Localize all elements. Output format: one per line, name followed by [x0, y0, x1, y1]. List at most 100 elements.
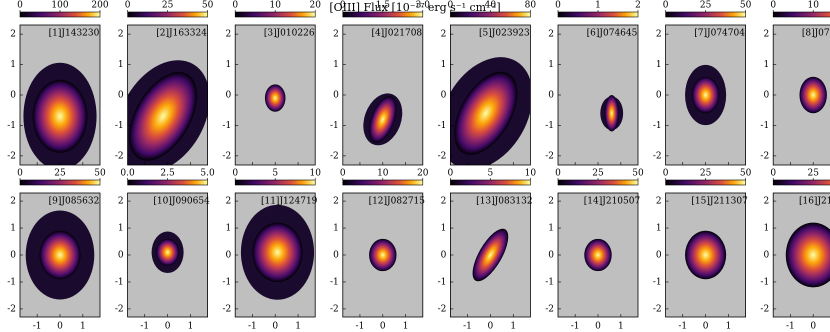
colorbar-tick-label: 20 [417, 169, 429, 179]
panel: 0 25 50 [14]J210507 -2 -1 0 1 2 -1 0 1 [545, 169, 644, 332]
colorbar-tick-label: 3.0 [416, 1, 431, 11]
panel-label: [2]J163324 [156, 29, 207, 39]
emission [454, 71, 518, 155]
y-tick-label: -2 [653, 151, 662, 161]
image [600, 95, 624, 132]
panel: 0 25 50 [15]J211307 -2 -1 0 1 2 -1 0 1 [653, 169, 752, 332]
image [785, 222, 830, 288]
panel-label: [11]J124719 [261, 197, 318, 207]
x-tick-label: 1 [80, 322, 86, 332]
colorbar-tick-label: 0 [663, 169, 669, 179]
emission [785, 222, 830, 288]
colorbar [342, 11, 424, 18]
y-tick-label: -1 [653, 121, 662, 131]
colorbar [234, 11, 316, 18]
emission [584, 238, 612, 272]
colorbar-tick-label: 40 [485, 1, 497, 11]
colorbar-tick-label: 5 [488, 169, 494, 179]
x-tick-label: 1 [510, 322, 516, 332]
panel-label: [1]J143230 [49, 29, 100, 39]
colorbar [342, 179, 424, 186]
colorbar-tick-label: 0 [232, 1, 238, 11]
y-tick-label: -1 [438, 121, 447, 131]
y-tick-label: -2 [545, 304, 554, 314]
x-tick-label: -1 [33, 322, 42, 332]
y-tick-label: -1 [330, 277, 339, 287]
emission [685, 230, 727, 280]
colorbar-tick-label: 1.5 [376, 1, 391, 11]
panel: 0 10 20 [12]J082715 -2 -1 0 1 2 -1 0 1 [330, 169, 429, 332]
y-tick-label: 0 [333, 251, 339, 261]
emission [472, 228, 509, 282]
image [799, 76, 827, 114]
y-tick-label: 0 [656, 251, 662, 261]
colorbar [450, 11, 531, 18]
emission [369, 238, 397, 272]
colorbar-tick-label: 80 [525, 1, 537, 11]
y-tick-label: 1 [333, 224, 339, 234]
y-tick-label: -2 [115, 151, 124, 161]
y-tick-label: 1 [548, 224, 554, 234]
colorbar-tick-label: 5.0 [200, 169, 215, 179]
panel-label: [10]J090654 [153, 197, 210, 207]
image [23, 62, 97, 165]
panel-label: [4]J021708 [371, 29, 422, 39]
image-background [558, 25, 638, 165]
colorbar-tick-label: 0 [17, 169, 23, 179]
y-tick-label: 0 [225, 91, 231, 101]
x-tick-label: 0 [57, 322, 63, 332]
panel: 0 100 200 [1]J143230 -2 -1 0 1 2 [7, 1, 109, 166]
y-tick-label: -2 [7, 304, 16, 314]
image [127, 60, 208, 165]
y-tick-label: -1 [760, 277, 769, 287]
colorbar-tick-label: 2.5 [160, 169, 175, 179]
y-tick-label: 0 [763, 91, 769, 101]
y-tick-label: 1 [763, 224, 769, 234]
y-tick-label: -2 [653, 304, 662, 314]
x-tick-label: 0 [703, 322, 709, 332]
y-tick-label: 0 [656, 91, 662, 101]
y-tick-label: 0 [548, 91, 554, 101]
panel-label: [8]J075620 [802, 29, 830, 39]
emission [799, 76, 827, 114]
colorbar-tick-label: 25 [700, 169, 712, 179]
figure-title: [OIII] Flux [10⁻¹⁷ erg s⁻¹ cm⁻²] [329, 1, 500, 14]
y-tick-label: 2 [10, 30, 16, 40]
panel: 0.0 2.5 5.0 [10]J090654 -2 -1 0 1 2 -1 0 1 [115, 169, 215, 332]
colorbar-tick-label: 0 [340, 1, 346, 11]
y-tick-label: -1 [330, 121, 339, 131]
y-tick-label: 1 [118, 60, 124, 70]
y-tick-label: 1 [441, 60, 447, 70]
colorbar [557, 179, 639, 186]
y-tick-label: 0 [441, 91, 447, 101]
x-tick-label: 1 [618, 322, 624, 332]
panel-label: [14]J210507 [584, 197, 641, 207]
image [369, 238, 397, 272]
colorbar-tick-label: 0 [663, 1, 669, 11]
colorbar-tick-label: 10 [269, 1, 281, 11]
colorbar-tick-label: 50 [740, 169, 752, 179]
y-tick-label: -1 [222, 277, 231, 287]
y-tick-label: -2 [438, 151, 447, 161]
x-tick-label: 0 [380, 322, 386, 332]
y-tick-label: 2 [548, 197, 554, 207]
y-tick-label: 0 [10, 91, 16, 101]
y-tick-label: 2 [763, 30, 769, 40]
x-tick-label: -1 [140, 322, 149, 332]
emission [604, 95, 619, 132]
y-tick-label: 2 [225, 197, 231, 207]
y-tick-label: 1 [548, 60, 554, 70]
colorbar-tick-label: 50 [202, 1, 214, 11]
y-tick-label: 1 [225, 224, 231, 234]
y-tick-label: 2 [225, 30, 231, 40]
x-tick-label: -1 [786, 322, 795, 332]
y-tick-label: -1 [653, 277, 662, 287]
colorbar-tick-label: 0 [232, 169, 238, 179]
x-tick-label: 0 [272, 322, 278, 332]
y-tick-label: 0 [10, 251, 16, 261]
panel: 0 25 50 [7]J074704 -2 -1 0 1 2 [653, 1, 752, 166]
emission [252, 222, 303, 282]
y-tick-label: -1 [222, 121, 231, 131]
